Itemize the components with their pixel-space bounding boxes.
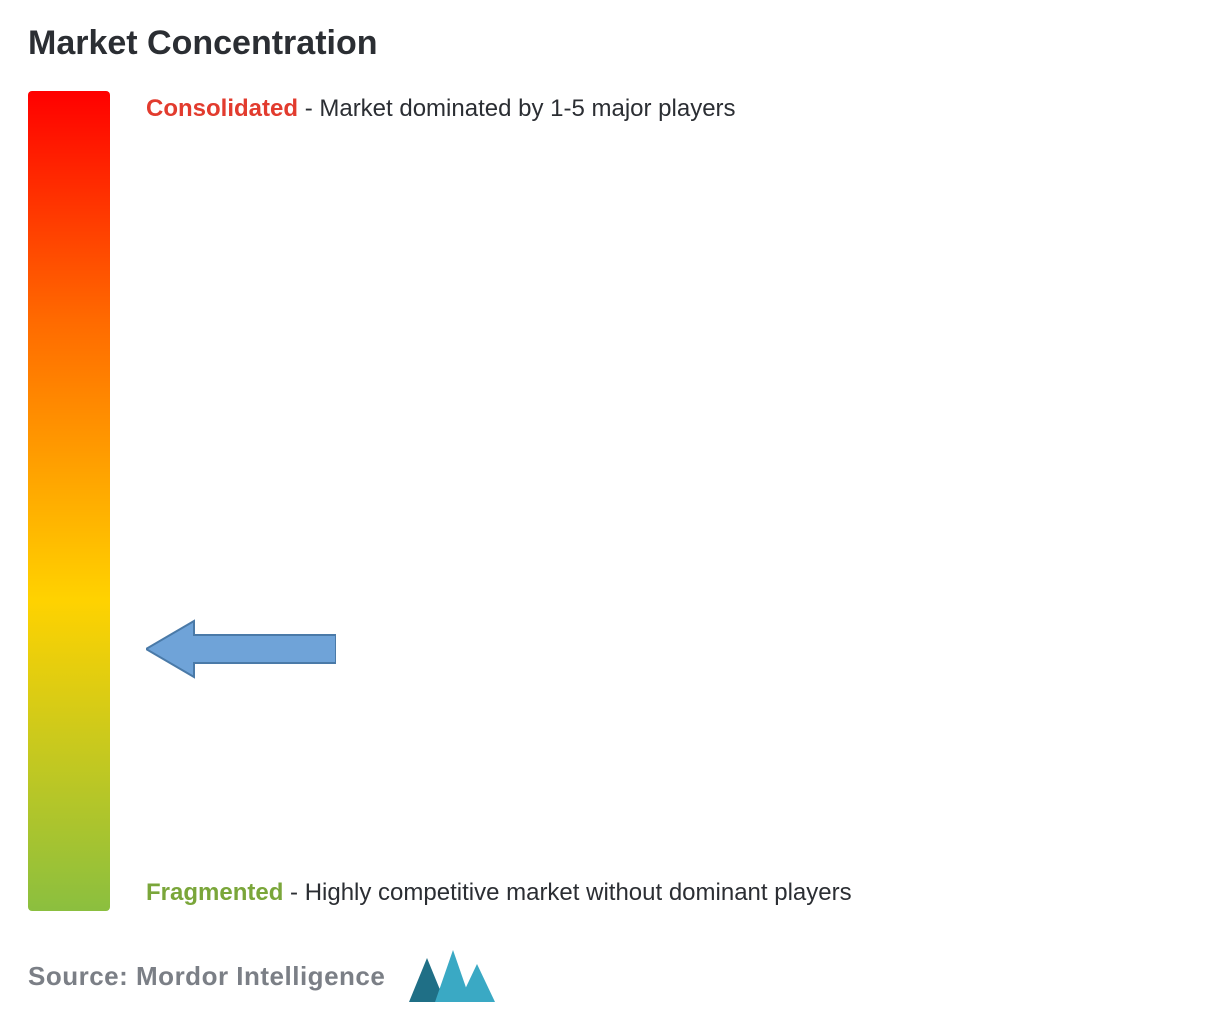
arrow-left-icon — [146, 617, 336, 681]
chart-title: Market Concentration — [28, 24, 1179, 63]
labels-column: Consolidated - Market dominated by 1-5 m… — [146, 91, 1179, 911]
consolidated-description: - Market dominated by 1-5 major players — [305, 95, 736, 122]
chart-area: Consolidated - Market dominated by 1-5 m… — [28, 91, 1179, 911]
mordor-logo-icon — [409, 950, 495, 1002]
source-text: Source: Mordor Intelligence — [28, 961, 385, 992]
consolidated-label: Consolidated - Market dominated by 1-5 m… — [146, 91, 1139, 127]
consolidated-highlight: Consolidated — [146, 95, 298, 122]
fragmented-description: - Highly competitive market without domi… — [290, 879, 852, 906]
fragmented-label: Fragmented - Highly competitive market w… — [146, 875, 1139, 911]
fragmented-highlight: Fragmented — [146, 879, 283, 906]
position-arrow — [146, 617, 336, 681]
footer: Source: Mordor Intelligence — [28, 950, 495, 1002]
concentration-gradient-bar — [28, 91, 110, 911]
